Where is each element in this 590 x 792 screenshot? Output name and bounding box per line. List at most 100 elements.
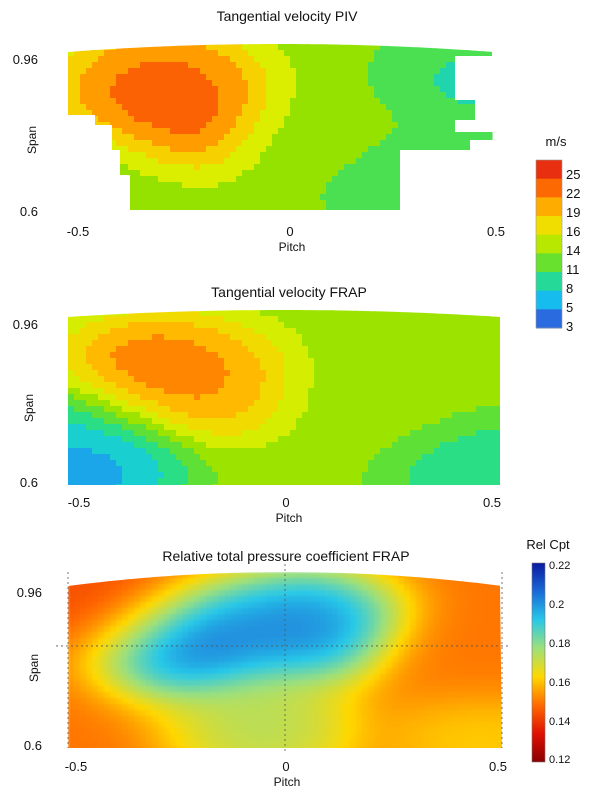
heatmap-cell [398, 140, 405, 147]
heatmap-cell [206, 194, 213, 201]
heatmap-cell [470, 602, 477, 609]
heatmap-cell [404, 50, 411, 57]
heatmap-cell [296, 200, 303, 207]
heatmap-cell [314, 310, 321, 317]
heatmap-cell [74, 436, 81, 443]
heatmap-cell [308, 620, 315, 627]
heatmap-cell [164, 140, 171, 147]
heatmap-cell [68, 328, 75, 335]
heatmap-cell [332, 346, 339, 353]
heatmap-cell [410, 86, 417, 93]
heatmap-cell [368, 170, 375, 177]
heatmap-cell [146, 454, 153, 461]
heatmap-cell [482, 352, 489, 359]
heatmap-cell [182, 626, 189, 633]
heatmap-cell [308, 310, 315, 317]
heatmap-cell [440, 448, 447, 455]
heatmap-cell [452, 140, 459, 147]
heatmap-cell [458, 602, 465, 609]
heatmap-cell [434, 590, 441, 597]
heatmap-cell [422, 460, 429, 467]
heatmap-cell [494, 316, 500, 323]
heatmap-cell [362, 376, 369, 383]
heatmap-cell [494, 578, 501, 585]
heatmap-cell [206, 448, 213, 455]
heatmap-cell [326, 448, 333, 455]
heatmap-cell [320, 364, 327, 371]
heatmap-cell [368, 608, 375, 615]
heatmap-cell [326, 596, 333, 603]
heatmap-cell [302, 430, 309, 437]
heatmap-cell [434, 310, 441, 317]
heatmap-cell [410, 460, 417, 467]
heatmap-cell [296, 596, 303, 603]
heatmap-cell [356, 584, 363, 591]
heatmap-cell [332, 44, 339, 51]
heatmap-cell [374, 436, 381, 443]
heatmap-cell [278, 134, 285, 141]
heatmap-cell [296, 466, 303, 473]
heatmap-cell [230, 388, 237, 395]
heatmap-cell [302, 442, 309, 449]
heatmap-cell [74, 614, 81, 621]
heatmap-cell [458, 608, 465, 615]
heatmap-cell [374, 68, 381, 75]
heatmap-cell [110, 388, 117, 395]
heatmap-cell [344, 478, 351, 485]
heatmap-cell [170, 310, 177, 317]
heatmap-cell [488, 388, 495, 395]
heatmap-cell [434, 472, 441, 479]
heatmap-cell [344, 436, 351, 443]
heatmap-cell [308, 406, 315, 413]
heatmap-cell [302, 454, 309, 461]
heatmap-cell [200, 68, 207, 75]
heatmap-cell [308, 484, 315, 485]
heatmap-cell [404, 340, 411, 347]
heatmap-cell [158, 602, 165, 609]
heatmap-cell [398, 44, 405, 51]
heatmap-cell [236, 170, 243, 177]
heatmap-cell [440, 424, 447, 431]
heatmap-cell [446, 98, 453, 105]
heatmap-cell [356, 352, 363, 359]
heatmap-cell [218, 584, 225, 591]
heatmap-cell [116, 578, 123, 585]
heatmap-cell [152, 140, 159, 147]
heatmap-cell [200, 44, 207, 51]
heatmap-cell [320, 376, 327, 383]
heatmap-cell [494, 418, 500, 425]
heatmap-cell [362, 176, 369, 183]
heatmap-cell [452, 352, 459, 359]
heatmap-cell [302, 406, 309, 413]
heatmap-cell [362, 626, 369, 633]
heatmap-cell [110, 44, 117, 51]
heatmap-cell [416, 146, 423, 153]
heatmap-cell [68, 454, 75, 461]
heatmap-cell [80, 328, 87, 335]
heatmap-cell [302, 596, 309, 603]
heatmap-cell [380, 170, 387, 177]
heatmap-cell [140, 436, 147, 443]
heatmap-cell [290, 626, 297, 633]
heatmap-cell [182, 448, 189, 455]
heatmap-cell [176, 164, 183, 171]
heatmap-cell [350, 328, 357, 335]
heatmap-cell [350, 370, 357, 377]
heatmap-cell [182, 472, 189, 479]
heatmap-cell [182, 334, 189, 341]
heatmap-cell [446, 128, 453, 135]
heatmap-cell [308, 614, 315, 621]
heatmap-cell [392, 608, 399, 615]
heatmap-cell [404, 626, 411, 633]
heatmap-cell [116, 128, 123, 135]
heatmap-cell [140, 328, 147, 335]
heatmap-cell [152, 466, 159, 473]
heatmap-cell [218, 134, 225, 141]
heatmap-cell [74, 620, 81, 627]
heatmap-cell [284, 346, 291, 353]
heatmap-cell [188, 430, 195, 437]
heatmap-cell [398, 590, 405, 597]
heatmap-cell [140, 316, 147, 323]
heatmap-cell [146, 382, 153, 389]
heatmap-cell [164, 182, 171, 189]
